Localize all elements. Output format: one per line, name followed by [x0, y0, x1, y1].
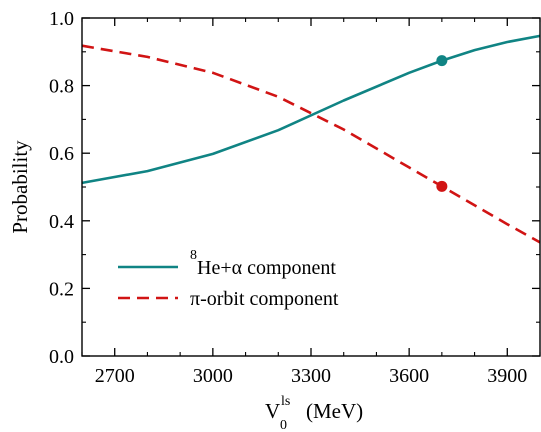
x-tick-label: 2700: [95, 365, 135, 387]
y-tick-label: 0.4: [49, 211, 74, 233]
x-tick-label: 3300: [291, 365, 331, 387]
y-tick-label: 0.2: [49, 278, 74, 300]
y-tick-label: 0.6: [49, 143, 74, 165]
plot-layer: [81, 34, 541, 244]
x-axis-label: V ls 0 (MeV): [265, 394, 363, 432]
legend-label-pi-orbit: π-orbit component: [190, 288, 339, 310]
series-marker-0: [436, 55, 448, 67]
series-marker-1: [436, 180, 448, 192]
labels-layer: 2700 3000 3300 3600 3900 0.0 0.2 0.4 0.6 0.8 1.0: [49, 8, 527, 387]
series-line-1: [81, 44, 541, 244]
ticks-layer: [81, 17, 541, 357]
series-line-0: [81, 34, 541, 185]
x-axis-label-main: V: [265, 399, 280, 423]
legend-label-he-alpha: He+α component: [197, 257, 336, 279]
x-axis-label-sub: 0: [280, 418, 287, 432]
legend-label-he-alpha-superscript: 8: [190, 248, 197, 263]
x-tick-label: 3000: [193, 365, 233, 387]
x-axis-label-sup: ls: [281, 394, 290, 409]
y-axis-label: Probability: [8, 140, 32, 234]
y-tick-label: 0.8: [49, 76, 74, 98]
x-tick-label: 3600: [389, 365, 429, 387]
y-tick-label: 0.0: [49, 346, 74, 368]
y-tick-label: 1.0: [49, 8, 74, 30]
x-axis-label-unit: (MeV): [306, 399, 363, 423]
x-tick-label: 3900: [487, 365, 527, 387]
legend: 8 He+α component π-orbit component: [118, 248, 339, 310]
